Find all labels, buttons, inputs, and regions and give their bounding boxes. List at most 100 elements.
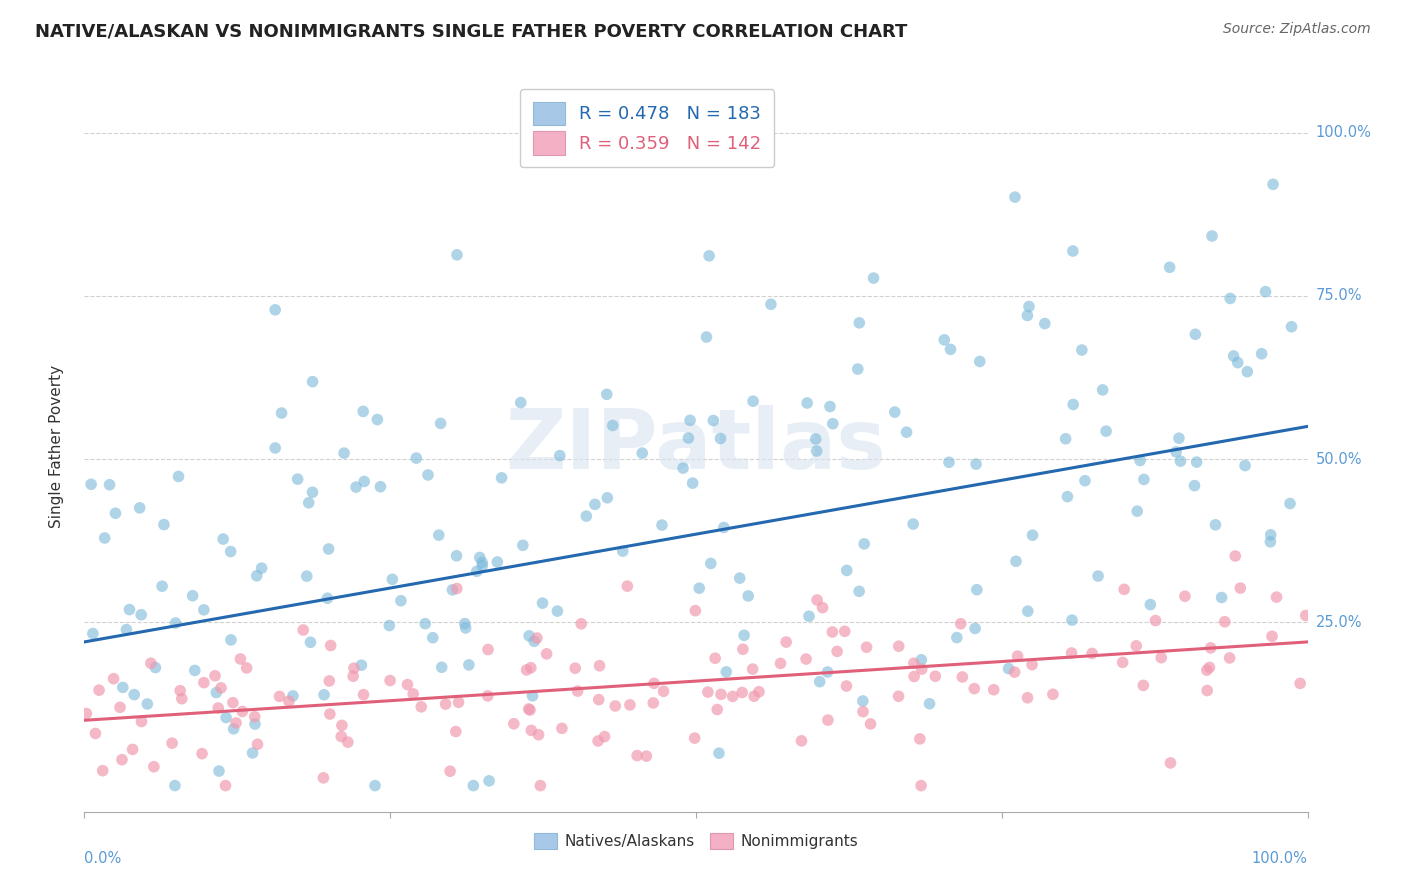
Legend: Natives/Alaskans, Nonimmigrants: Natives/Alaskans, Nonimmigrants bbox=[527, 827, 865, 855]
Point bbox=[366, 412, 388, 426]
Point bbox=[536, 647, 558, 661]
Point bbox=[742, 689, 765, 703]
Point bbox=[1167, 431, 1189, 445]
Point bbox=[163, 779, 186, 793]
Point bbox=[87, 683, 110, 698]
Point bbox=[741, 662, 763, 676]
Point bbox=[287, 472, 309, 486]
Point bbox=[862, 271, 884, 285]
Point bbox=[301, 485, 323, 500]
Point bbox=[896, 425, 918, 440]
Point bbox=[129, 607, 152, 622]
Point bbox=[446, 549, 468, 563]
Point bbox=[219, 632, 242, 647]
Text: 100.0%: 100.0% bbox=[1316, 125, 1372, 140]
Point bbox=[678, 431, 700, 445]
Point bbox=[852, 694, 875, 708]
Point bbox=[122, 688, 145, 702]
Point bbox=[1126, 504, 1149, 518]
Point bbox=[1219, 292, 1241, 306]
Point bbox=[1254, 285, 1277, 299]
Point bbox=[651, 518, 673, 533]
Point bbox=[612, 544, 634, 558]
Point bbox=[588, 658, 610, 673]
Point bbox=[1213, 615, 1236, 629]
Point bbox=[748, 685, 770, 699]
Point bbox=[1159, 260, 1181, 275]
Point bbox=[353, 688, 375, 702]
Text: ZIPatlas: ZIPatlas bbox=[506, 406, 886, 486]
Point bbox=[1184, 478, 1206, 492]
Point bbox=[222, 696, 245, 710]
Text: Source: ZipAtlas.com: Source: ZipAtlas.com bbox=[1223, 22, 1371, 37]
Point bbox=[441, 582, 464, 597]
Point bbox=[1004, 190, 1026, 204]
Point bbox=[229, 652, 252, 666]
Point bbox=[145, 660, 167, 674]
Point bbox=[759, 297, 782, 311]
Point bbox=[769, 657, 792, 671]
Point bbox=[1018, 300, 1040, 314]
Point bbox=[811, 600, 834, 615]
Point bbox=[1170, 454, 1192, 468]
Point bbox=[517, 629, 540, 643]
Text: NATIVE/ALASKAN VS NONIMMIGRANTS SINGLE FATHER POVERTY CORRELATION CHART: NATIVE/ALASKAN VS NONIMMIGRANTS SINGLE F… bbox=[35, 22, 907, 40]
Point bbox=[222, 722, 245, 736]
Point bbox=[835, 679, 858, 693]
Point bbox=[695, 330, 717, 344]
Point bbox=[243, 710, 266, 724]
Point bbox=[342, 669, 364, 683]
Point bbox=[946, 631, 969, 645]
Point bbox=[1260, 534, 1282, 549]
Point bbox=[468, 550, 491, 565]
Point bbox=[1087, 569, 1109, 583]
Point bbox=[446, 582, 468, 596]
Point bbox=[1060, 613, 1083, 627]
Point bbox=[264, 302, 287, 317]
Point bbox=[679, 413, 702, 427]
Point bbox=[1289, 676, 1312, 690]
Point bbox=[1199, 640, 1222, 655]
Point bbox=[526, 631, 548, 645]
Point bbox=[602, 418, 624, 433]
Point bbox=[235, 661, 257, 675]
Point bbox=[444, 724, 467, 739]
Point bbox=[1125, 639, 1147, 653]
Point bbox=[804, 432, 827, 446]
Point bbox=[411, 699, 433, 714]
Point bbox=[104, 506, 127, 520]
Point bbox=[643, 696, 665, 710]
Point bbox=[1281, 319, 1303, 334]
Point bbox=[103, 672, 125, 686]
Point bbox=[318, 673, 340, 688]
Point bbox=[522, 689, 544, 703]
Point bbox=[204, 669, 226, 683]
Point bbox=[520, 723, 543, 738]
Point bbox=[1091, 383, 1114, 397]
Point bbox=[1166, 445, 1188, 459]
Point bbox=[808, 674, 831, 689]
Point bbox=[477, 689, 499, 703]
Point bbox=[353, 475, 375, 489]
Point bbox=[1021, 528, 1043, 542]
Point bbox=[471, 556, 494, 570]
Point bbox=[806, 444, 828, 458]
Point bbox=[652, 684, 675, 698]
Point bbox=[1234, 458, 1257, 473]
Point bbox=[908, 731, 931, 746]
Point bbox=[1236, 365, 1258, 379]
Point bbox=[1195, 663, 1218, 677]
Point bbox=[336, 735, 359, 749]
Point bbox=[1056, 490, 1078, 504]
Point bbox=[546, 604, 568, 618]
Point bbox=[1250, 347, 1272, 361]
Point bbox=[716, 665, 738, 679]
Point bbox=[128, 500, 150, 515]
Point bbox=[1114, 582, 1136, 597]
Point bbox=[910, 779, 932, 793]
Point bbox=[1204, 517, 1226, 532]
Point bbox=[567, 684, 589, 698]
Point bbox=[672, 461, 695, 475]
Point bbox=[1111, 656, 1133, 670]
Point bbox=[697, 249, 720, 263]
